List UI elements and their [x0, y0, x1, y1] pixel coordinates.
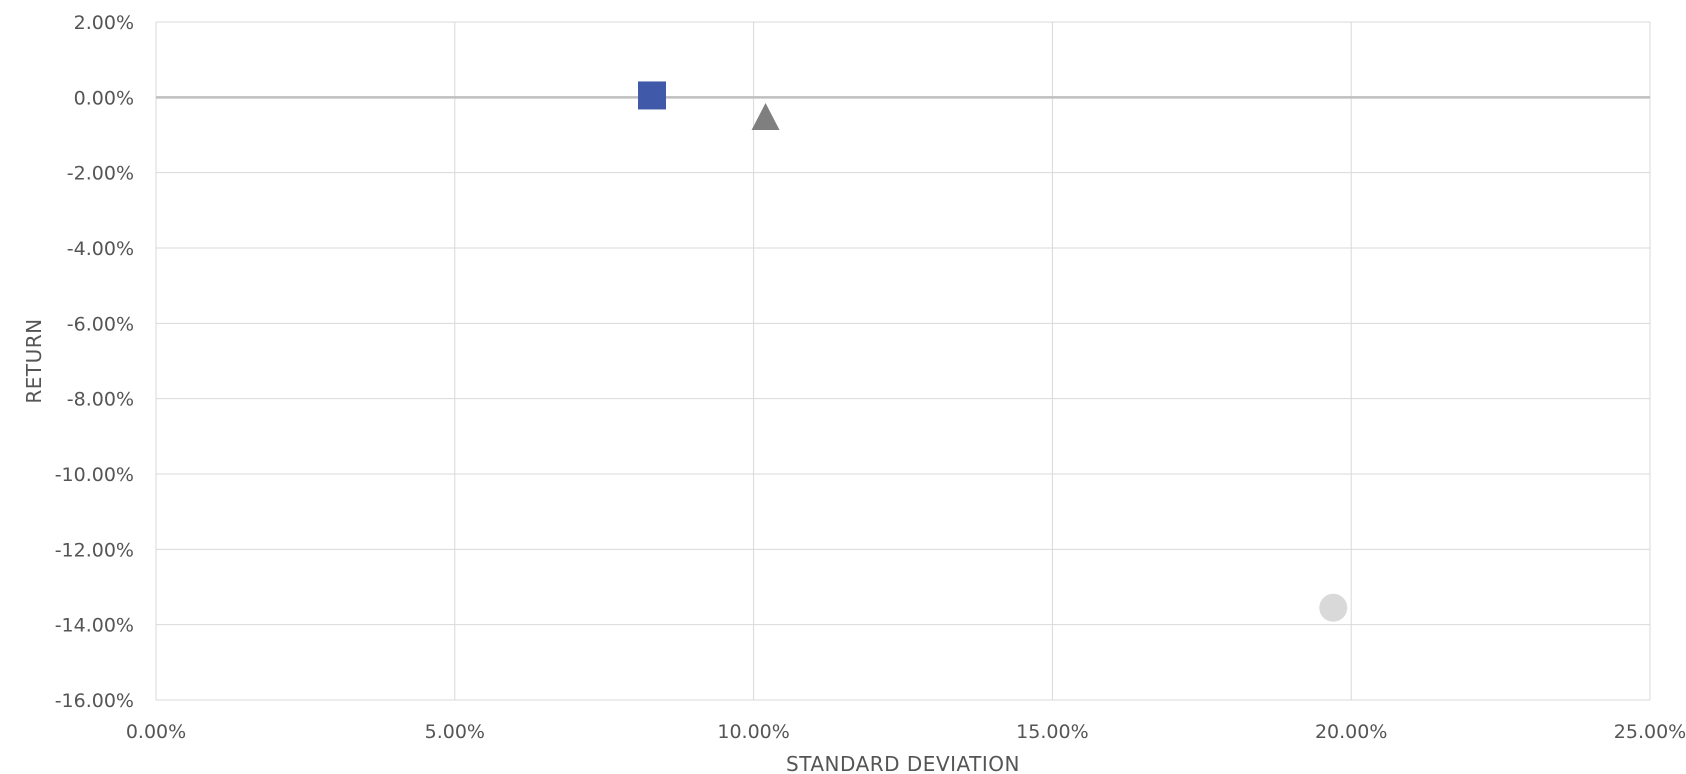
x-axis-ticks: 0.00% 5.00% 10.00% 15.00% 20.00% 25.00% [126, 721, 1686, 743]
y-tick-label: -6.00% [67, 313, 134, 335]
x-tick-label: 15.00% [1016, 721, 1088, 743]
x-tick-label: 10.00% [717, 721, 789, 743]
y-tick-label: -2.00% [67, 163, 134, 185]
x-tick-label: 25.00% [1614, 721, 1686, 743]
y-tick-label: -12.00% [55, 539, 134, 561]
y-tick-label: 2.00% [74, 12, 134, 34]
square-point [638, 81, 667, 110]
data-markers [638, 81, 1348, 622]
y-tick-label: -10.00% [55, 464, 134, 486]
x-tick-label: 5.00% [425, 721, 485, 743]
x-tick-label: 0.00% [126, 721, 186, 743]
gridlines [155, 21, 1651, 701]
y-axis-ticks: 2.00% 0.00% -2.00% -4.00% -6.00% -8.00% -10.00… [55, 12, 134, 712]
y-tick-label: -4.00% [67, 238, 134, 260]
y-tick-label: 0.00% [74, 87, 134, 109]
y-tick-label: -14.00% [55, 615, 134, 637]
y-axis-title: RETURN [22, 318, 46, 403]
y-tick-label: -16.00% [55, 690, 134, 712]
triangle-point [751, 103, 780, 131]
circle-point [1319, 593, 1348, 622]
y-tick-label: -8.00% [67, 389, 134, 411]
x-tick-label: 20.00% [1315, 721, 1387, 743]
x-axis-title: STANDARD DEVIATION [786, 752, 1020, 774]
